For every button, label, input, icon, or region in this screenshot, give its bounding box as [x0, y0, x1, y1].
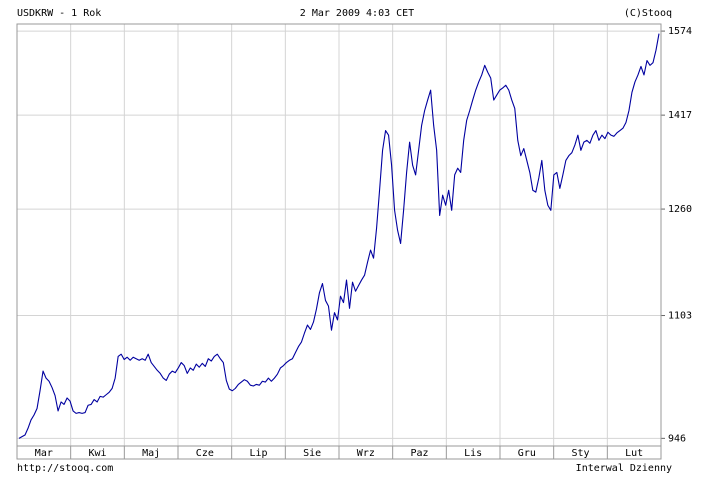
x-tick-label: Wrz	[357, 448, 375, 459]
x-tick-label: Gru	[518, 448, 536, 459]
y-tick-label: 1103	[668, 311, 692, 322]
y-tick-label: 1260	[668, 204, 692, 215]
interval-label: Interwal Dzienny	[576, 463, 672, 474]
x-tick-label: Kwi	[88, 448, 106, 459]
copyright: (C)Stooq	[624, 8, 672, 19]
x-tick-label: Lip	[249, 448, 267, 459]
chart-title: USDKRW - 1 Rok	[17, 8, 101, 19]
x-tick-label: Lut	[625, 448, 643, 459]
plot-border	[16, 23, 662, 447]
x-tick-label: Sty	[571, 448, 589, 459]
x-tick-label: Maj	[142, 448, 160, 459]
source-url: http://stooq.com	[17, 463, 113, 474]
x-tick-label: Mar	[35, 448, 53, 459]
x-tick-label: Sie	[303, 448, 321, 459]
y-tick-label: 946	[668, 433, 686, 444]
x-tick-label: Lis	[464, 448, 482, 459]
x-tick-label: Paz	[410, 448, 428, 459]
chart-date: 2 Mar 2009 4:03 CET	[300, 8, 414, 19]
price-line	[18, 33, 660, 439]
y-tick-label: 1417	[668, 110, 692, 121]
x-tick-label: Cze	[196, 448, 214, 459]
y-tick-label: 1574	[668, 26, 692, 37]
